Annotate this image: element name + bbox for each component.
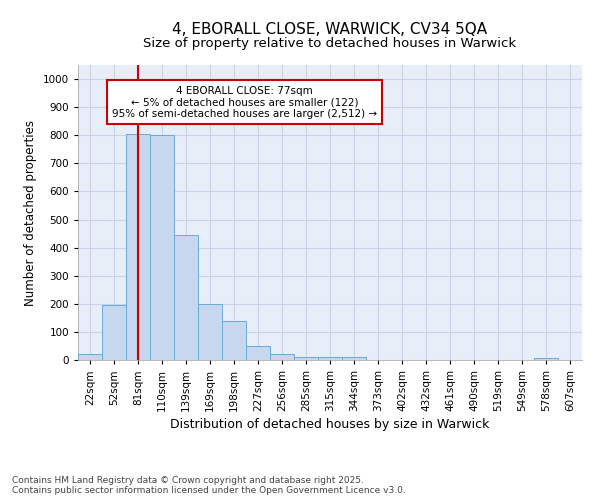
Bar xyxy=(78,354,102,360)
Bar xyxy=(126,134,150,360)
Bar xyxy=(270,354,294,360)
Bar xyxy=(102,305,126,360)
Bar xyxy=(342,357,366,360)
Y-axis label: Number of detached properties: Number of detached properties xyxy=(24,120,37,306)
Bar xyxy=(318,357,342,360)
Text: Contains HM Land Registry data © Crown copyright and database right 2025.
Contai: Contains HM Land Registry data © Crown c… xyxy=(12,476,406,495)
Text: 4, EBORALL CLOSE, WARWICK, CV34 5QA: 4, EBORALL CLOSE, WARWICK, CV34 5QA xyxy=(172,22,488,38)
Bar xyxy=(150,135,174,360)
Bar xyxy=(246,346,270,360)
Bar xyxy=(294,357,318,360)
Bar xyxy=(534,358,558,360)
X-axis label: Distribution of detached houses by size in Warwick: Distribution of detached houses by size … xyxy=(170,418,490,431)
Text: 4 EBORALL CLOSE: 77sqm
← 5% of detached houses are smaller (122)
95% of semi-det: 4 EBORALL CLOSE: 77sqm ← 5% of detached … xyxy=(112,86,377,119)
Bar xyxy=(222,320,246,360)
Text: Size of property relative to detached houses in Warwick: Size of property relative to detached ho… xyxy=(143,38,517,51)
Bar xyxy=(174,235,198,360)
Bar xyxy=(198,304,222,360)
